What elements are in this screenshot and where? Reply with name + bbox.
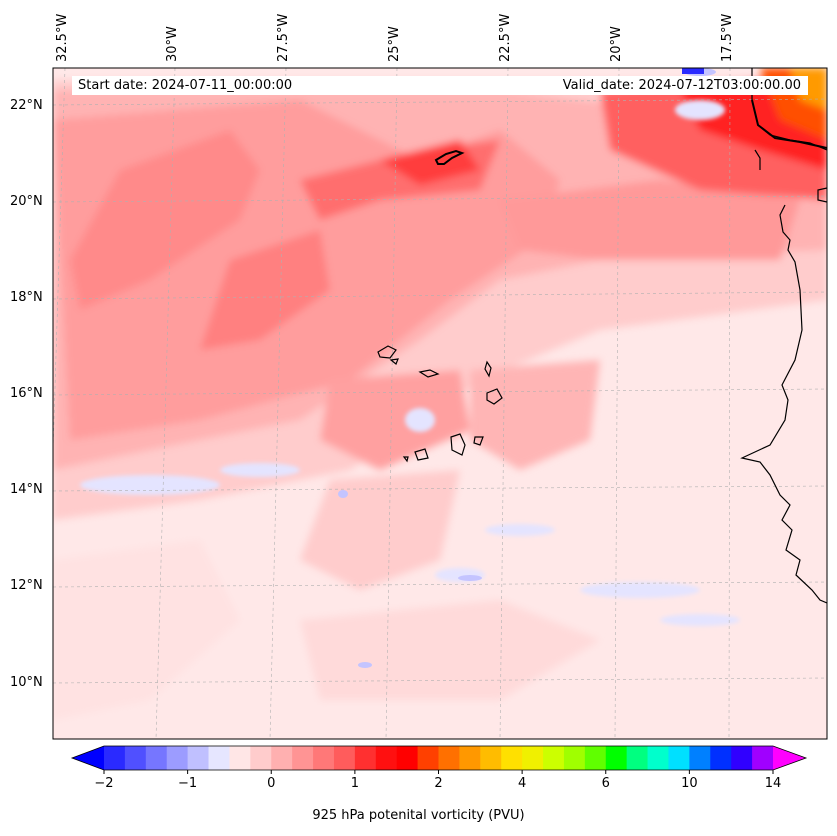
colorbar-segment — [271, 746, 293, 770]
valid-date-label: Valid_date: 2024-07-12T03:00:00.00 — [556, 76, 807, 95]
colorbar-segment — [187, 746, 210, 770]
colorbar-segment — [354, 746, 377, 770]
colorbar-segment — [396, 746, 419, 770]
lat-label-18n: 18°N — [10, 290, 43, 305]
colorbar-segment — [292, 746, 314, 770]
colorbar-segment — [522, 746, 544, 770]
cape-verde-islands — [377, 149, 503, 463]
colorbar-segment — [480, 746, 502, 770]
colorbar-tick-label: −1 — [178, 776, 197, 791]
colorbar-segment — [250, 746, 272, 770]
colorbar-label: 925 hPa potenital vorticity (PVU) — [312, 808, 525, 823]
colorbar-extend-min — [72, 746, 104, 770]
lon-label-32-5w: 32.5°W — [55, 13, 70, 62]
lat-label-12n: 12°N — [10, 578, 43, 593]
colorbar-tick-label: 14 — [765, 776, 782, 791]
colorbar-segment — [375, 746, 398, 770]
lon-label-20w: 20°W — [609, 26, 624, 62]
colorbar-segment — [752, 746, 774, 770]
colorbar-segment — [229, 746, 251, 770]
colorbar-segment — [563, 746, 586, 770]
colorbar-segment — [605, 746, 628, 770]
colorbar-tick-label: 6 — [602, 776, 610, 791]
colorbar-tick-label: 4 — [518, 776, 526, 791]
colorbar-tick-label: −2 — [94, 776, 113, 791]
lat-label-14n: 14°N — [10, 482, 43, 497]
colorbar-tick-label: 2 — [434, 776, 442, 791]
colorbar-segment — [313, 746, 335, 770]
colorbar-segment — [208, 746, 230, 770]
lat-label-16n: 16°N — [10, 386, 43, 401]
lat-label-22n: 22°N — [10, 98, 43, 113]
colorbar-segment — [710, 746, 732, 770]
colorbar-segment — [438, 746, 460, 770]
colorbar-segment — [584, 746, 607, 770]
colorbar-segment — [501, 746, 523, 770]
colorbar-segment — [104, 746, 126, 770]
colorbar-segment — [124, 746, 147, 770]
lat-label-10n: 10°N — [10, 675, 43, 690]
colorbar-segment — [417, 746, 439, 770]
colorbar: −2 −1 0 1 2 4 6 10 14 — [70, 745, 808, 791]
pv-field — [53, 68, 827, 739]
colorbar-segment — [145, 746, 168, 770]
lon-label-27-5w: 27.5°W — [276, 13, 291, 62]
colorbar-segment — [626, 746, 649, 770]
colorbar-tick-label: 1 — [351, 776, 359, 791]
colorbar-segment — [668, 746, 690, 770]
colorbar-segment — [731, 746, 753, 770]
lon-label-25w: 25°W — [387, 26, 402, 62]
colorbar-segment — [459, 746, 481, 770]
lon-label-22-5w: 22.5°W — [498, 13, 513, 62]
colorbar-segment — [333, 746, 356, 770]
colorbar-tick-label: 10 — [681, 776, 698, 791]
start-date-label: Start date: 2024-07-11_00:00:00 — [72, 76, 299, 95]
colorbar-segment — [647, 746, 669, 770]
lon-label-17-5w: 17.5°W — [720, 13, 735, 62]
colorbar-tick-label: 0 — [267, 776, 275, 791]
colorbar-extend-max — [773, 746, 806, 770]
lat-label-20n: 20°N — [10, 194, 43, 209]
colorbar-segment — [543, 746, 565, 770]
colorbar-segment — [689, 746, 711, 770]
lon-label-30w: 30°W — [165, 26, 180, 62]
colorbar-segment — [166, 746, 189, 770]
